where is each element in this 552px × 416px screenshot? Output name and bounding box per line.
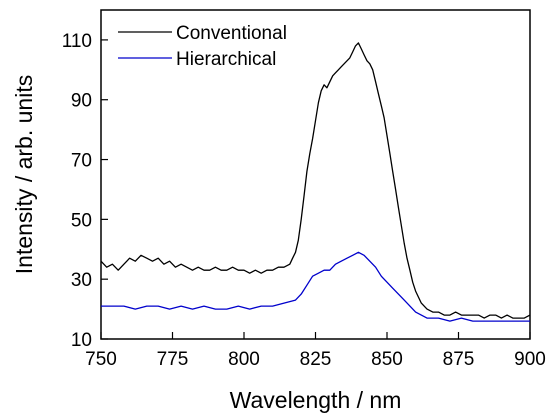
plot-frame: [100, 9, 531, 340]
y-tick-label: 30: [71, 270, 92, 291]
series-line-conventional: [100, 42, 531, 319]
y-tick-label: 50: [71, 210, 92, 231]
y-tick-label: 70: [71, 151, 92, 172]
y-axis: 10 30 50 70 90 110: [62, 31, 108, 351]
legend-label-hierarchical: Hierarchical: [176, 49, 276, 70]
x-axis-title: Wavelength / nm: [230, 387, 402, 413]
x-tick-label: 850: [371, 349, 403, 370]
legend: Conventional Hierarchical: [118, 23, 287, 70]
x-tick-label: 900: [514, 349, 546, 370]
legend-label-conventional: Conventional: [176, 23, 287, 44]
x-tick-label: 875: [443, 349, 475, 370]
x-tick-label: 775: [157, 349, 189, 370]
x-tick-label: 750: [85, 349, 117, 370]
plot-area: 10 30 50 70 90 110 750 775 800 825 850 875 900: [62, 9, 546, 370]
series-lines: [100, 42, 531, 322]
y-axis-title: Intensity / arb. units: [11, 75, 37, 274]
x-tick-label: 825: [300, 349, 332, 370]
series-line-hierarchical: [101, 251, 530, 322]
x-axis: 750 775 800 825 850 875 900: [85, 332, 546, 370]
x-tick-label: 800: [228, 349, 260, 370]
y-tick-label: 10: [71, 330, 92, 351]
y-tick-label: 90: [71, 91, 92, 112]
y-tick-label: 110: [62, 31, 92, 52]
